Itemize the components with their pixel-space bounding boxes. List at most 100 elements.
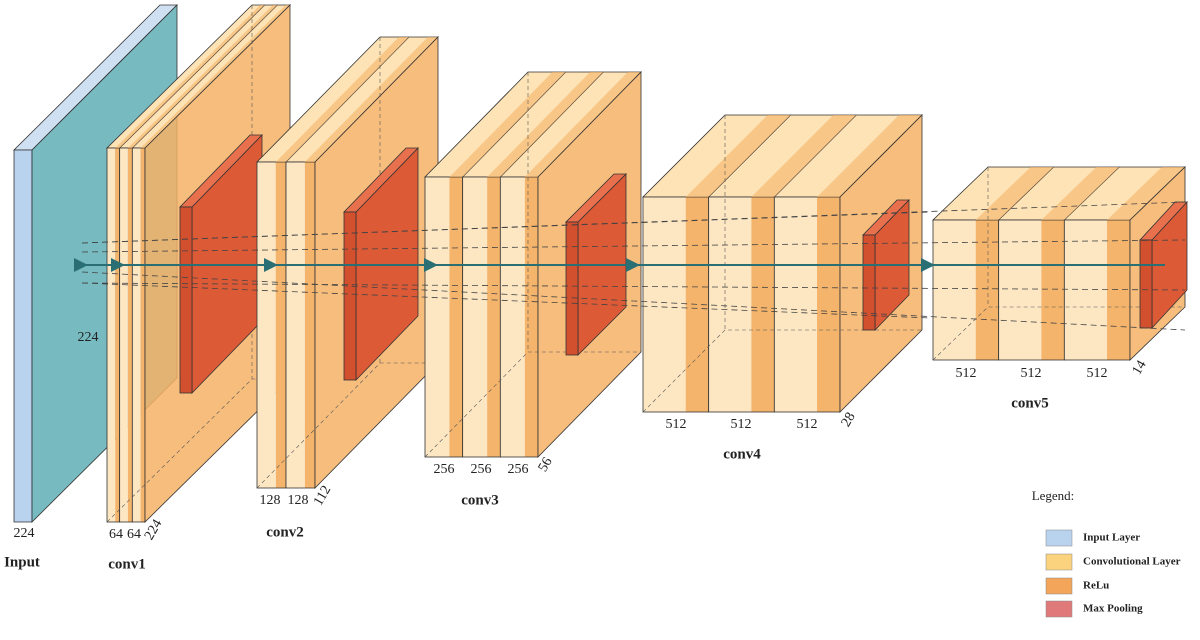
legend-item: ReLu — [1083, 580, 1109, 592]
relu-top — [115, 5, 265, 148]
arrow-head — [111, 258, 125, 272]
relu-slab — [751, 197, 775, 412]
dim-label: 512 — [1087, 366, 1108, 381]
legend-item: Input Layer — [1083, 532, 1140, 544]
conv-slab — [1064, 220, 1108, 360]
legend-swatch — [1045, 577, 1073, 595]
conv-slab — [119, 148, 128, 522]
hidden-edge — [642, 329, 922, 413]
legend-swatch — [1045, 529, 1073, 547]
relu-slab — [1041, 220, 1065, 360]
relu-top — [975, 167, 1054, 220]
conv-slab — [643, 197, 686, 412]
pool-front — [343, 211, 357, 381]
relu-top — [1041, 167, 1120, 220]
relu-top — [751, 115, 857, 197]
conv-block — [642, 114, 923, 413]
dim-label: 56 — [536, 455, 556, 475]
connection — [81, 239, 1186, 253]
connection — [81, 271, 1186, 331]
pool-front — [862, 234, 876, 331]
relu-top — [275, 37, 409, 162]
legend-item: Max Pooling — [1083, 603, 1143, 615]
relu-top — [1107, 167, 1185, 220]
arrow-head — [626, 258, 640, 272]
input-front — [13, 149, 33, 523]
relu-top — [685, 115, 791, 197]
conv-slab — [998, 220, 1042, 360]
layer-label: conv1 — [108, 556, 146, 572]
network — [13, 4, 1188, 523]
dim-label: 512 — [797, 417, 818, 432]
relu-slab — [304, 162, 315, 488]
legend-swatch — [1045, 553, 1073, 571]
relu-top — [817, 115, 922, 197]
relu-top — [127, 5, 278, 148]
dim-label: 28 — [839, 410, 859, 430]
connection — [81, 211, 931, 244]
relu-top — [304, 37, 438, 162]
relu-slab — [975, 220, 999, 360]
layer-label: conv2 — [266, 524, 304, 540]
conv-slab — [462, 177, 488, 457]
dim-label: 256 — [471, 462, 492, 477]
relu-top — [524, 72, 641, 177]
conv-block — [256, 36, 439, 489]
conv-slab — [425, 177, 450, 457]
conv-block — [932, 166, 1188, 361]
relu-top — [140, 5, 290, 148]
arrow-head — [74, 258, 88, 272]
dim-label: 512 — [731, 417, 752, 432]
legend-title: Legend: — [1032, 488, 1075, 503]
dim-label: 64 — [127, 527, 141, 542]
legend: Legend: Input Layer Convolutional Layer … — [1032, 488, 1181, 618]
dim-label: 224 — [78, 330, 99, 345]
pool-front — [179, 206, 193, 394]
relu-slab — [127, 148, 133, 522]
relu-slab — [115, 148, 120, 522]
dim-label: 128 — [260, 493, 281, 508]
legend-swatch — [1045, 600, 1073, 618]
relu-slab — [275, 162, 286, 488]
relu-top — [449, 72, 566, 177]
dim-label: 256 — [434, 462, 455, 477]
conv-slab — [257, 162, 276, 488]
conv-slab — [500, 177, 525, 457]
layer-label: conv4 — [723, 446, 761, 462]
dim-label: 512 — [1021, 366, 1042, 381]
conv-slab — [708, 197, 752, 412]
conv-slab — [107, 148, 116, 522]
conv-slab — [132, 148, 141, 522]
arrow-head — [264, 258, 278, 272]
relu-top — [487, 72, 604, 177]
dim-label: 256 — [508, 462, 529, 477]
relu-slab — [685, 197, 709, 412]
dim-label: 512 — [956, 366, 977, 381]
dim-label: 64 — [109, 527, 123, 542]
hidden-edge — [424, 351, 641, 458]
relu-slab — [817, 197, 840, 412]
arrow-head — [424, 258, 438, 272]
dim-label: 128 — [288, 493, 309, 508]
layer-label: Input — [4, 554, 40, 570]
dim-label: 14 — [1130, 358, 1150, 378]
layer-label: conv5 — [1011, 395, 1049, 411]
conv-slab — [286, 162, 305, 488]
conv-slab — [933, 220, 976, 360]
connection — [81, 282, 931, 319]
dim-label: 224 — [14, 526, 35, 541]
conv-slab — [774, 197, 818, 412]
pool-front — [565, 221, 579, 356]
relu-slab — [1107, 220, 1130, 360]
arrow-head — [921, 258, 935, 272]
connection — [81, 282, 1186, 291]
pool-front — [1139, 239, 1153, 329]
relu-slab — [487, 177, 501, 457]
conv-block — [106, 4, 291, 523]
relu-slab — [140, 148, 145, 522]
relu-slab — [524, 177, 538, 457]
layer-label: conv3 — [461, 492, 499, 508]
relu-slab — [449, 177, 463, 457]
legend-item: Convolutional Layer — [1083, 556, 1181, 568]
